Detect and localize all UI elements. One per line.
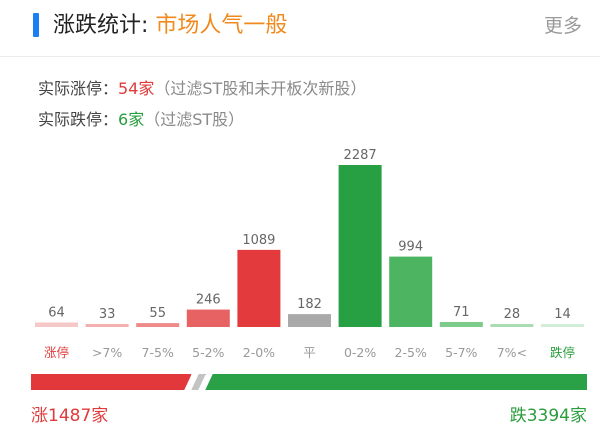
limit-up-stat: 实际涨停：54家（过滤ST股和未开板次新股）: [38, 78, 366, 100]
title-prefix: 涨跌统计:: [53, 13, 156, 38]
category-label: 涨停: [44, 345, 69, 360]
bar-2: [136, 323, 180, 327]
limit-down-note: （过滤ST股）: [144, 110, 245, 129]
bar-0: [35, 322, 78, 327]
bar-value-label: 71: [453, 305, 470, 320]
category-label: 7-5%: [142, 345, 174, 360]
divider: [0, 56, 600, 57]
header: 涨跌统计: 市场人气一般 更多: [0, 0, 600, 56]
category-label: 7%<: [497, 345, 527, 360]
bar-value-label: 14: [554, 307, 571, 322]
bar-9: [490, 324, 534, 327]
category-label: 跌停: [550, 345, 575, 360]
category-label: 0-2%: [344, 345, 376, 360]
category-label: 5-7%: [445, 345, 477, 360]
down-segment: [205, 374, 587, 390]
limit-up-note: （过滤ST股和未开板次新股）: [154, 79, 367, 98]
accent-bar: [33, 13, 39, 37]
bar-value-label: 55: [149, 306, 166, 321]
up-segment: [31, 374, 191, 390]
more-link[interactable]: 更多: [543, 15, 582, 37]
category-label: 平: [303, 345, 316, 360]
bar-1: [85, 324, 129, 327]
bar-value-label: 246: [196, 293, 221, 308]
up-total: 涨1487家: [31, 406, 109, 426]
bar-value-label: 33: [99, 307, 116, 322]
limit-down-stat: 实际跌停：6家（过滤ST股）: [38, 109, 244, 131]
bar-4: [237, 249, 281, 327]
category-label: >7%: [92, 345, 122, 360]
down-total: 跌3394家: [509, 406, 587, 426]
bar-7: [389, 256, 433, 327]
bar-8: [439, 321, 483, 327]
limit-down-value: 6家: [118, 110, 145, 129]
limit-down-label: 实际跌停：: [38, 110, 119, 129]
category-label: 2-5%: [395, 345, 427, 360]
category-label: 5-2%: [192, 345, 224, 360]
bar-value-label: 182: [297, 297, 322, 312]
bar-5: [288, 314, 331, 327]
bar-6: [338, 165, 382, 327]
page-title: 涨跌统计: 市场人气一般: [53, 12, 287, 40]
breadth-bar: [31, 372, 587, 392]
bar-value-label: 28: [504, 307, 521, 322]
category-label: 2-0%: [243, 345, 275, 360]
distribution-chart: 64 涨停 33 >7% 55 7-5% 246 5-2% 1089 2-0% 182 平 2287 0-…: [35, 148, 584, 360]
bar-value-label: 2287: [344, 148, 377, 163]
bar-value-label: 994: [398, 240, 423, 255]
limit-up-value: 54家: [118, 79, 155, 98]
bar-3: [186, 309, 230, 327]
limit-up-label: 实际涨停：: [38, 79, 119, 98]
market-sentiment: 市场人气一般: [155, 13, 288, 38]
bar-value-label: 64: [48, 305, 65, 320]
bar-10: [541, 324, 584, 327]
bar-value-label: 1089: [242, 233, 275, 248]
